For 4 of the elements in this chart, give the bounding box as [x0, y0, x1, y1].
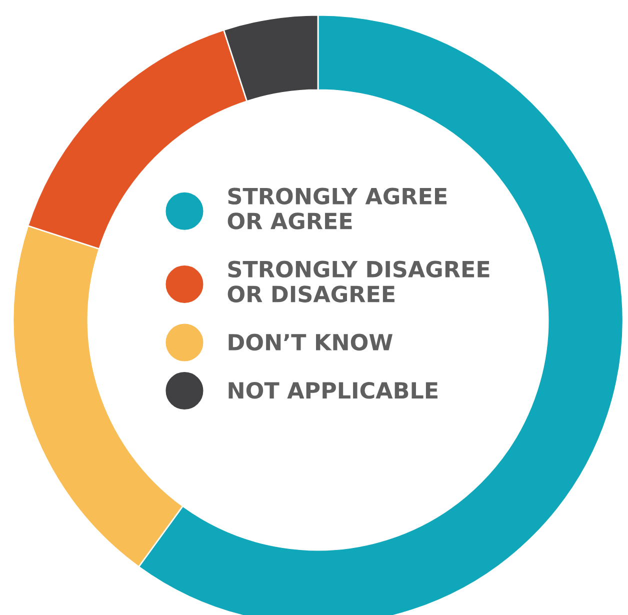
- legend-label: STRONGLY DISAGREE OR DISAGREE: [228, 260, 490, 302]
- legend-label: STRONGLY AGREE OR AGREE: [228, 188, 447, 230]
- legend-label: DON’T KNOW: [228, 334, 393, 351]
- legend-label: NOT APPLICABLE: [228, 382, 438, 399]
